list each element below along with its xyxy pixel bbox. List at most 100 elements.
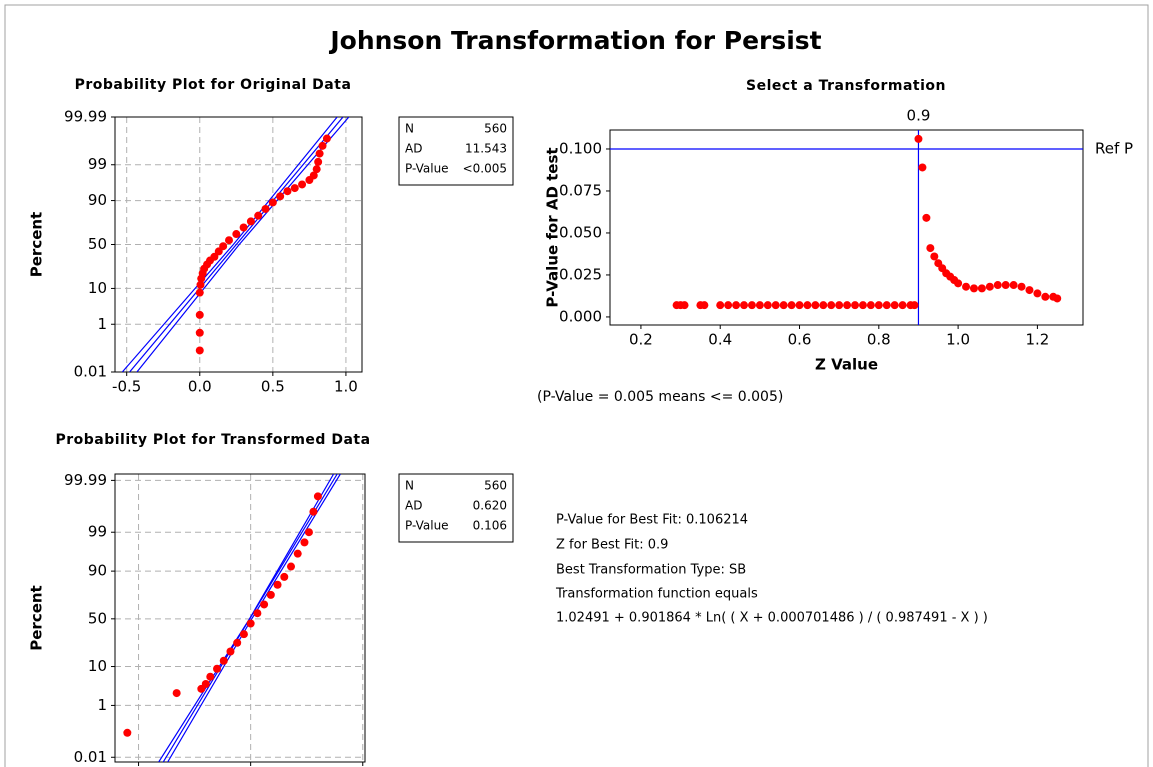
point (755, 301, 764, 310)
point (858, 301, 867, 310)
plot-frame (609, 129, 1084, 326)
stats-value: <0.005 (463, 162, 507, 176)
confidence-band (158, 474, 335, 762)
point (239, 223, 248, 232)
point (954, 279, 963, 288)
y-tick-label: 90 (88, 191, 107, 209)
summary-line: P-Value for Best Fit: 0.106214 (556, 513, 748, 528)
point (747, 301, 756, 310)
point (680, 301, 689, 310)
point (283, 187, 292, 196)
page-title: Johnson Transformation for Persist (328, 26, 821, 55)
y-tick-label: 10 (88, 657, 107, 675)
point (930, 252, 939, 261)
point (213, 664, 222, 673)
plot-frame (114, 116, 363, 373)
point (219, 656, 228, 665)
point (226, 647, 235, 656)
point (922, 213, 931, 222)
point (969, 284, 978, 293)
x-tick-label: 1.0 (946, 331, 970, 349)
point (985, 282, 994, 291)
stats-box (398, 473, 514, 543)
point (803, 301, 812, 310)
point (233, 638, 242, 647)
y-axis-label: Percent (28, 212, 46, 277)
point (918, 163, 927, 172)
point (196, 280, 205, 289)
point (890, 301, 899, 310)
y-tick-label: 1 (97, 315, 107, 333)
point (700, 301, 709, 310)
point (914, 134, 923, 143)
point (724, 301, 733, 310)
point (260, 600, 269, 609)
point (882, 301, 891, 310)
y-tick-label: 99 (88, 155, 107, 173)
y-tick-label: 99 (88, 523, 107, 541)
y-tick-label: 0.01 (74, 748, 107, 766)
best-z-label: 0.9 (907, 107, 931, 125)
y-tick-label: 50 (88, 235, 107, 253)
point (280, 572, 289, 581)
point (716, 301, 725, 310)
stats-value: 0.106 (473, 519, 507, 533)
stats-box (398, 116, 514, 186)
point (874, 301, 883, 310)
y-tick-label: 1 (97, 696, 107, 714)
point (1041, 292, 1050, 301)
point (210, 252, 219, 261)
point (276, 192, 285, 201)
point (740, 301, 749, 310)
point (219, 242, 228, 251)
point (322, 134, 331, 143)
fit-line (129, 117, 344, 372)
stats-label: AD (405, 499, 422, 513)
x-tick-label: 0.6 (788, 331, 812, 349)
frame (4, 4, 1149, 767)
point (851, 301, 860, 310)
y-tick-label: 99.99 (64, 471, 107, 489)
summary-line: Transformation function equals (555, 587, 758, 602)
y-tick-label: 90 (88, 562, 107, 580)
point (1025, 286, 1034, 295)
point (246, 619, 255, 628)
confidence-band (136, 117, 350, 372)
x-tick-label: 0.5 (261, 378, 285, 396)
plot-title: Select a Transformation (746, 78, 946, 94)
stats-label: P-Value (405, 162, 449, 176)
point (300, 538, 309, 547)
point (195, 288, 204, 297)
confidence-band (121, 117, 338, 372)
point (293, 549, 302, 558)
x-tick-label: 0.8 (867, 331, 891, 349)
point (239, 630, 248, 639)
point (843, 301, 852, 310)
x-tick-label: 1.2 (1025, 331, 1049, 349)
y-tick-label: 99.99 (64, 108, 107, 126)
note: (P-Value = 0.005 means <= 0.005) (537, 389, 783, 405)
point (232, 230, 241, 239)
point (977, 284, 986, 293)
point (926, 244, 935, 253)
x-tick-label: -0.5 (112, 378, 141, 396)
point (315, 149, 324, 158)
point (309, 171, 318, 180)
point (312, 165, 321, 174)
summary-line: 1.02491 + 0.901864 * Ln( ( X + 0.0007014… (556, 611, 988, 626)
point (811, 301, 820, 310)
point (1001, 281, 1010, 290)
point (866, 301, 875, 310)
y-tick-label: 0.050 (559, 223, 602, 241)
point (201, 679, 210, 688)
point (1017, 282, 1026, 291)
point (298, 180, 307, 189)
point (763, 301, 772, 310)
summary-line: Z for Best Fit: 0.9 (556, 538, 668, 553)
point (266, 590, 275, 599)
point (123, 728, 132, 737)
point (732, 301, 741, 310)
point (273, 580, 282, 589)
point (253, 609, 262, 618)
